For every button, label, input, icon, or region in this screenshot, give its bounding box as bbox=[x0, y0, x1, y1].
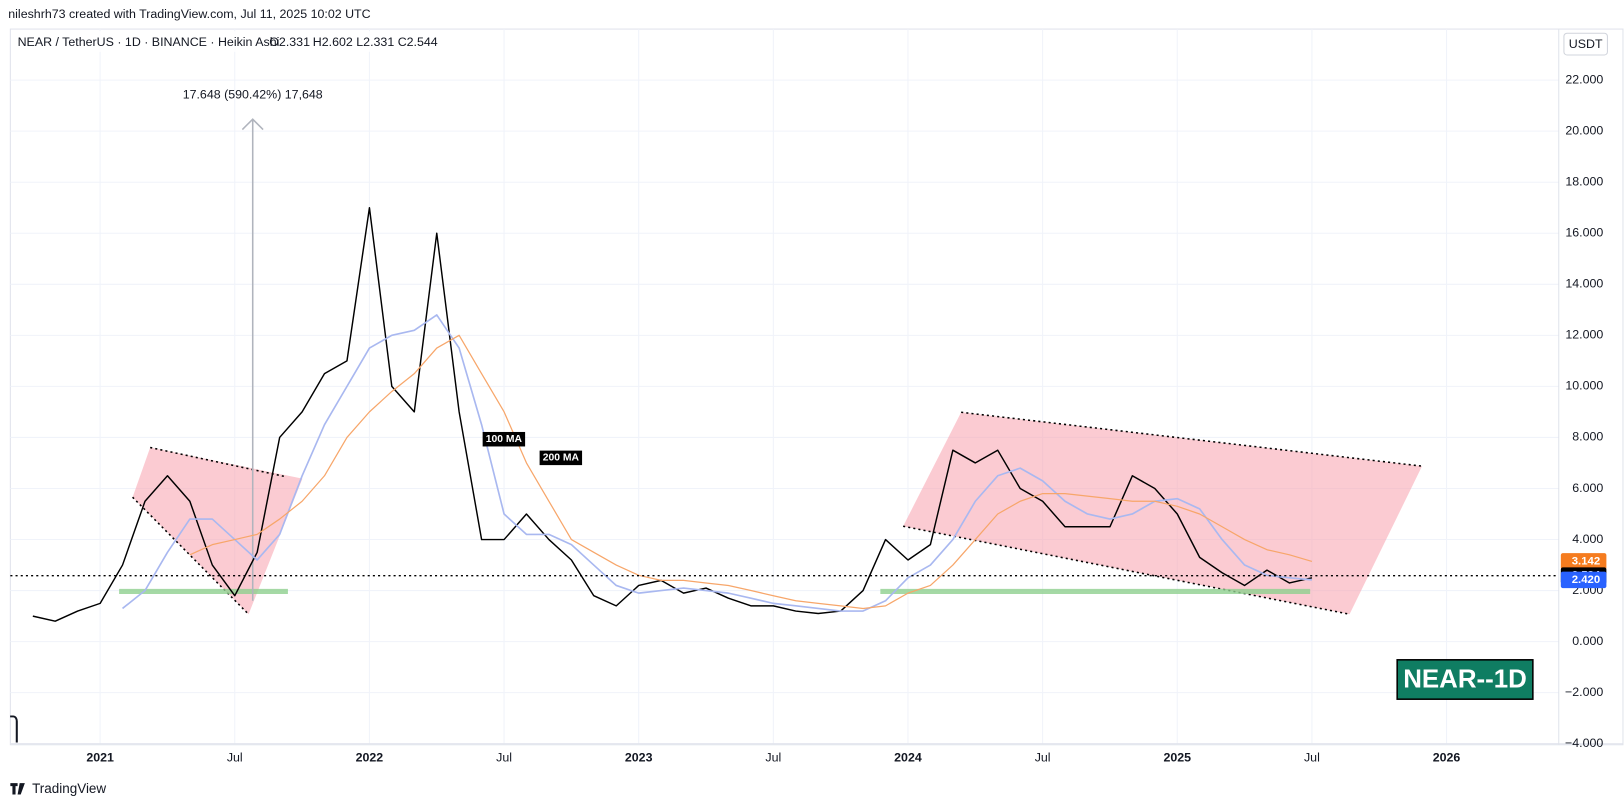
x-tick-label: 2023 bbox=[625, 750, 653, 764]
price-tag-label: 2.420 bbox=[1572, 574, 1600, 586]
ohlc-high: H2.602 bbox=[313, 35, 353, 49]
ohlc-open: O2.331 bbox=[269, 35, 310, 49]
y-tick-label: 10.000 bbox=[1565, 379, 1603, 393]
price-tag bbox=[1560, 553, 1607, 570]
price-tag bbox=[1560, 571, 1607, 589]
y-tick-label: 18.000 bbox=[1565, 174, 1603, 188]
price-line bbox=[189, 334, 1313, 610]
y-tick-label: 20.000 bbox=[1565, 123, 1603, 137]
measure-label: 17.648 (590.42%) 17,648 bbox=[183, 88, 323, 102]
y-tick-label: −4.000 bbox=[1565, 736, 1603, 750]
x-tick-label: 2024 bbox=[894, 750, 922, 764]
currency-button[interactable] bbox=[1563, 32, 1608, 56]
legend-bg bbox=[12, 31, 469, 52]
y-tick-label: 22.000 bbox=[1565, 72, 1603, 86]
y-tick-label: −2.000 bbox=[1565, 685, 1603, 699]
y-tick-label: 14.000 bbox=[1565, 277, 1603, 291]
y-tick-label: 6.000 bbox=[1572, 481, 1603, 495]
trendline bbox=[132, 496, 250, 615]
ma-label: 200 MA bbox=[543, 453, 580, 464]
ma-label: 100 MA bbox=[486, 434, 523, 445]
x-tick-label: 2026 bbox=[1433, 750, 1461, 764]
ma-label-box bbox=[482, 431, 526, 447]
x-tick-label: 2021 bbox=[86, 750, 114, 764]
logo-glyph: ⎫ bbox=[8, 714, 25, 743]
price-tag-label: 3.142 bbox=[1572, 555, 1600, 567]
symbol-badge bbox=[1396, 659, 1534, 700]
ohlc-low: L2.331 bbox=[356, 35, 394, 49]
x-tick-label: Jul bbox=[1304, 750, 1320, 764]
plot bbox=[10, 207, 1559, 622]
ohlc-close: C2.544 bbox=[398, 35, 438, 49]
trendline bbox=[150, 446, 285, 478]
symbol-title: NEAR / TetherUS · 1D · BINANCE · Heikin … bbox=[18, 35, 280, 49]
channel-pattern bbox=[903, 412, 1423, 615]
y-tick-label: 12.000 bbox=[1565, 328, 1603, 342]
x-tick-label: Jul bbox=[1035, 750, 1051, 764]
currency-label[interactable]: USDT bbox=[1569, 37, 1603, 51]
price-line bbox=[32, 207, 1313, 622]
symbol-badge-label: NEAR--1D bbox=[1403, 665, 1527, 693]
x-tick-label: 2025 bbox=[1163, 750, 1191, 764]
y-tick-label: 16.000 bbox=[1565, 226, 1603, 240]
measure-arrowhead bbox=[241, 118, 264, 131]
ma-label-box bbox=[539, 450, 583, 466]
x-tick-label: 2022 bbox=[356, 750, 384, 764]
price-line bbox=[122, 314, 1313, 612]
y-tick-label: 8.000 bbox=[1572, 430, 1603, 444]
trendline bbox=[902, 525, 1350, 616]
x-tick-label: Jul bbox=[227, 750, 243, 764]
y-tick-label: 4.000 bbox=[1572, 532, 1603, 546]
brand-name: TradingView bbox=[32, 781, 106, 796]
author-line: nileshrh73 created with TradingView.com,… bbox=[8, 7, 370, 21]
wedge-pattern bbox=[132, 447, 303, 615]
brand-logo bbox=[10, 783, 25, 795]
y-tick-label: 0.000 bbox=[1572, 634, 1603, 648]
x-tick-label: Jul bbox=[496, 750, 512, 764]
x-tick-label: Jul bbox=[765, 750, 781, 764]
